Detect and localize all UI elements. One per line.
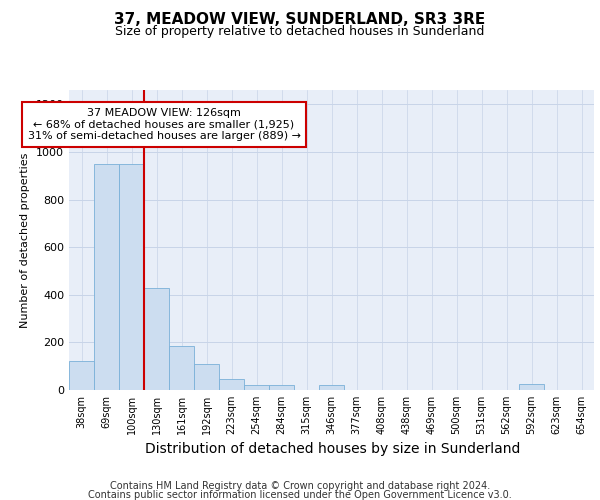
Bar	[169, 346, 194, 390]
Bar	[119, 164, 144, 390]
Bar	[144, 288, 169, 390]
Text: Size of property relative to detached houses in Sunderland: Size of property relative to detached ho…	[115, 25, 485, 38]
Bar	[219, 380, 244, 390]
Bar	[69, 362, 94, 390]
Text: 37 MEADOW VIEW: 126sqm
← 68% of detached houses are smaller (1,925)
31% of semi-: 37 MEADOW VIEW: 126sqm ← 68% of detached…	[28, 108, 301, 141]
Text: Contains public sector information licensed under the Open Government Licence v3: Contains public sector information licen…	[88, 490, 512, 500]
Bar	[244, 385, 269, 390]
Bar	[319, 385, 344, 390]
Bar	[519, 384, 544, 390]
Text: Contains HM Land Registry data © Crown copyright and database right 2024.: Contains HM Land Registry data © Crown c…	[110, 481, 490, 491]
Bar	[94, 164, 119, 390]
Bar	[194, 364, 219, 390]
Text: 37, MEADOW VIEW, SUNDERLAND, SR3 3RE: 37, MEADOW VIEW, SUNDERLAND, SR3 3RE	[115, 12, 485, 28]
Text: Distribution of detached houses by size in Sunderland: Distribution of detached houses by size …	[145, 442, 521, 456]
Y-axis label: Number of detached properties: Number of detached properties	[20, 152, 31, 328]
Bar	[269, 385, 294, 390]
